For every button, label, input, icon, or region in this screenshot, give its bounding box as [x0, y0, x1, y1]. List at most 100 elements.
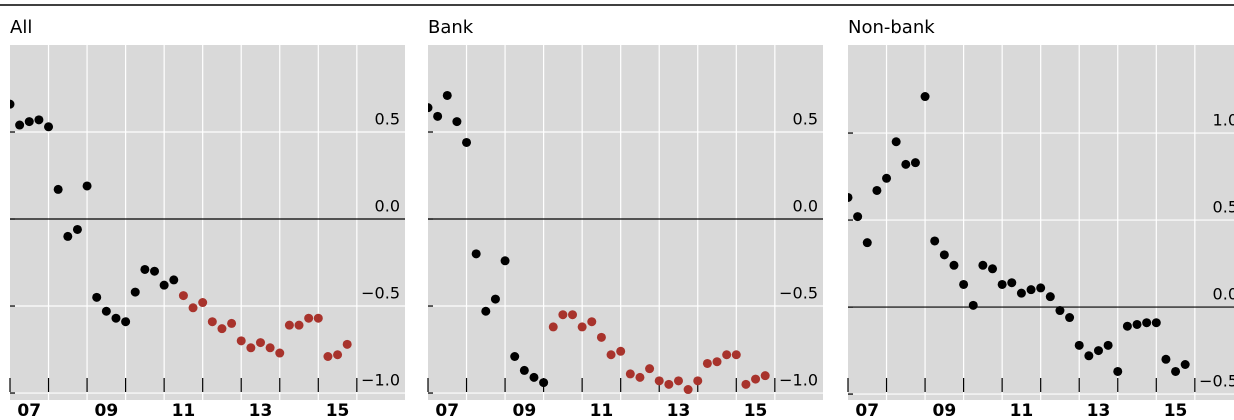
point [968, 300, 978, 310]
panel-title: Bank [428, 17, 474, 38]
x-tick-label: 09 [513, 401, 537, 420]
point [24, 117, 34, 127]
point [558, 310, 568, 320]
x-tick-label: 09 [933, 401, 957, 420]
x-tick-label: 15 [326, 401, 350, 420]
y-tick-label: 0.5 [375, 110, 400, 129]
point [284, 320, 294, 330]
point [1151, 318, 1161, 328]
point [673, 376, 683, 386]
point [751, 374, 761, 384]
x-tick-label: 15 [744, 401, 768, 420]
point [428, 103, 433, 113]
point [959, 279, 969, 289]
point [130, 287, 140, 297]
point [1065, 313, 1075, 323]
point [10, 99, 15, 109]
point [529, 372, 539, 382]
x-tick-label: 09 [95, 401, 119, 420]
point [101, 306, 111, 316]
point [442, 90, 452, 100]
point [949, 260, 959, 270]
point [323, 351, 333, 361]
point [236, 336, 246, 346]
points [10, 99, 352, 361]
point [121, 317, 131, 327]
point [34, 115, 44, 125]
x-tick-label: 11 [172, 401, 196, 420]
point [140, 264, 150, 274]
point [1074, 340, 1084, 350]
x-tick-label: 13 [1087, 401, 1111, 420]
point [227, 318, 237, 328]
point [1016, 288, 1026, 298]
point [920, 92, 930, 102]
point [1026, 285, 1036, 295]
point [82, 181, 92, 191]
x-tick-label: 07 [17, 401, 41, 420]
y-tick-label: −1.0 [779, 371, 818, 390]
y-tick-label: 0.5 [1213, 198, 1234, 217]
point [930, 236, 940, 246]
point [265, 343, 275, 353]
panel: Bank 07 09 11 13 15 0.5 0.0 −0.5 −1.0 [427, 17, 823, 420]
point [722, 350, 732, 360]
x-tick-label: 11 [590, 401, 614, 420]
point [44, 122, 54, 132]
point [500, 256, 510, 266]
point [862, 238, 872, 248]
point [891, 137, 901, 147]
point [693, 376, 703, 386]
point [988, 264, 998, 274]
plot-background [428, 45, 823, 400]
y-tick-label: 0.0 [793, 197, 818, 216]
point [1055, 306, 1065, 316]
point [760, 371, 770, 381]
point [1036, 283, 1046, 293]
y-tick-label: 0.0 [375, 197, 400, 216]
point [882, 173, 892, 183]
point [255, 338, 265, 348]
points [848, 92, 1190, 376]
point [15, 120, 25, 130]
point [1113, 366, 1123, 376]
point [872, 185, 882, 195]
point [539, 378, 549, 388]
point [848, 192, 853, 202]
point [997, 279, 1007, 289]
point [275, 348, 285, 358]
point [294, 320, 304, 330]
point [901, 159, 911, 169]
point [490, 294, 500, 304]
point [481, 306, 491, 316]
point [978, 260, 988, 270]
point [342, 339, 352, 349]
point [72, 224, 82, 234]
y-tick-label: −0.5 [779, 284, 818, 303]
y-tick-label: 0.5 [793, 110, 818, 129]
x-tick-label: 07 [855, 401, 879, 420]
point [150, 266, 160, 276]
point [1122, 321, 1132, 331]
x-tick-label: 07 [435, 401, 459, 420]
point [519, 365, 529, 375]
point [577, 322, 587, 332]
point [1007, 278, 1017, 288]
panel: All 07 09 11 13 15 0.5 0.0 −0.5 −1.0 [9, 17, 405, 420]
point [246, 343, 256, 353]
y-tick-label: 0.0 [1213, 285, 1234, 304]
x-tick-label: 13 [249, 401, 273, 420]
point [1180, 360, 1190, 369]
point [731, 350, 741, 360]
point [178, 291, 188, 301]
point [198, 298, 208, 308]
point [606, 350, 616, 360]
point [616, 346, 626, 356]
point [1103, 340, 1113, 350]
point [53, 184, 63, 194]
x-tick-label: 11 [1010, 401, 1034, 420]
point [462, 137, 472, 147]
point [333, 350, 343, 360]
point [635, 372, 645, 382]
